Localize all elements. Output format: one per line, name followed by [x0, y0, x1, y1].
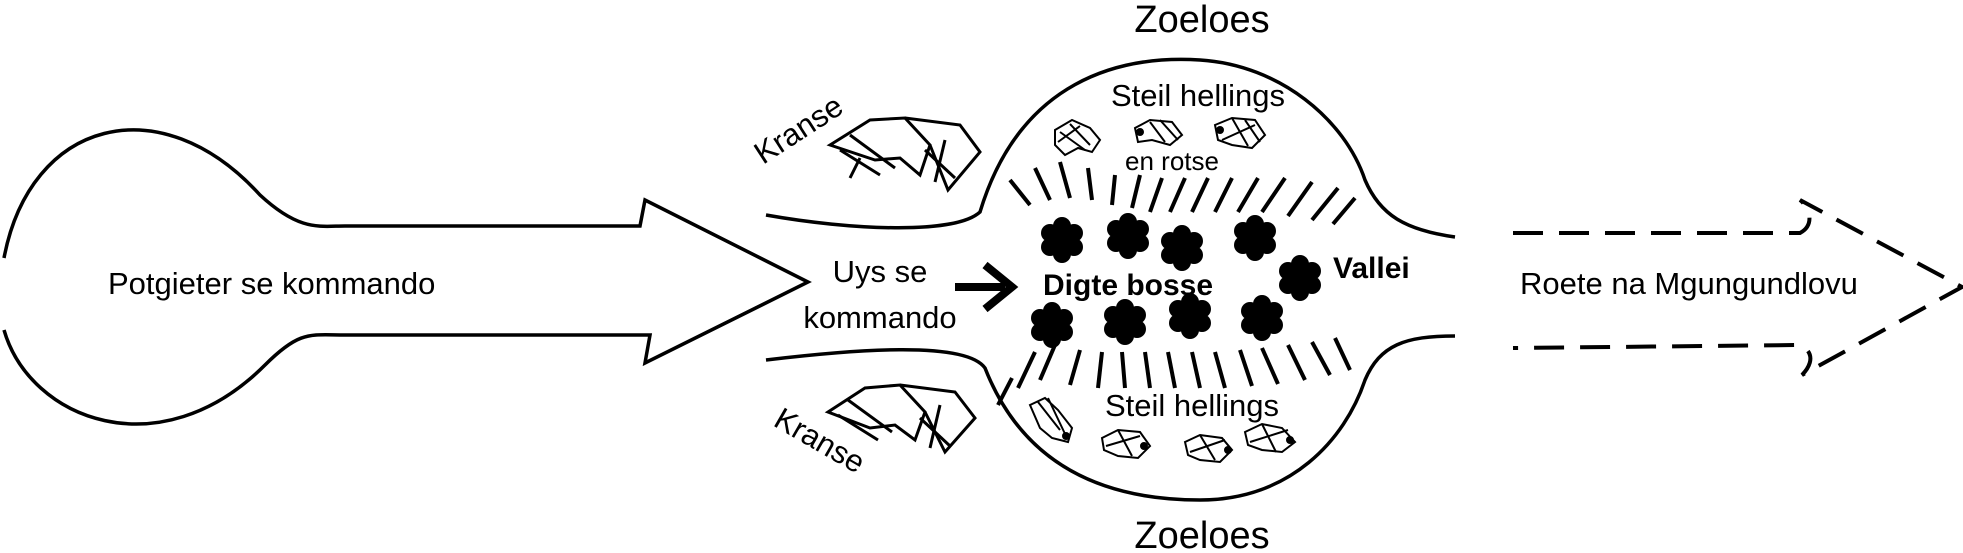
bush-icon: [1107, 213, 1149, 259]
cliffs-top-label: Kranse: [748, 88, 849, 171]
slope-hatch-bottom: [996, 337, 1352, 406]
rocks-label: en rotse: [1125, 146, 1219, 176]
bush-icon: [1279, 255, 1321, 301]
rock-icon: [1183, 433, 1234, 464]
rock-icon: [1243, 422, 1297, 454]
rock-icon: [1213, 116, 1267, 150]
steep-slopes-top-label: Steil hellings: [1111, 78, 1285, 113]
potgieter-label: Potgieter se kommando: [108, 266, 435, 301]
uys-label-line1: Uys se: [833, 254, 928, 289]
cliffs-bottom-label: Kranse: [769, 401, 872, 480]
dense-bush-label: Digte bosse: [1043, 269, 1213, 302]
bush-icon: [1161, 225, 1203, 271]
arrow-right-icon: [955, 261, 1019, 313]
zulus-top-label: Zoeloes: [1134, 0, 1269, 41]
rock-icon: [1054, 118, 1102, 157]
bush-icon: [1031, 302, 1073, 348]
route-label: Roete na Mgungundlovu: [1520, 266, 1858, 301]
valley-label: Vallei: [1333, 252, 1410, 285]
bush-icon: [1241, 295, 1283, 341]
cliff-icon: [824, 383, 977, 455]
bush-icon: [1104, 299, 1146, 345]
valley-outline-bottom: [765, 334, 1456, 502]
cliff-icon: [826, 116, 982, 193]
potgieter-arrow: [2, 128, 812, 426]
rock-icon: [1100, 428, 1152, 460]
bush-icon: [1234, 215, 1276, 261]
slope-hatch-top: [1008, 161, 1357, 226]
rock-icon: [1028, 396, 1074, 444]
steep-slopes-bottom-label: Steil hellings: [1105, 388, 1279, 423]
bush-icon: [1041, 217, 1083, 263]
uys-label-line2: kommando: [803, 300, 956, 335]
route-arrow: [1512, 198, 1963, 377]
valley-outline: [765, 57, 1456, 239]
zulus-bottom-label: Zoeloes: [1134, 515, 1269, 553]
rock-icon: [1133, 118, 1184, 147]
